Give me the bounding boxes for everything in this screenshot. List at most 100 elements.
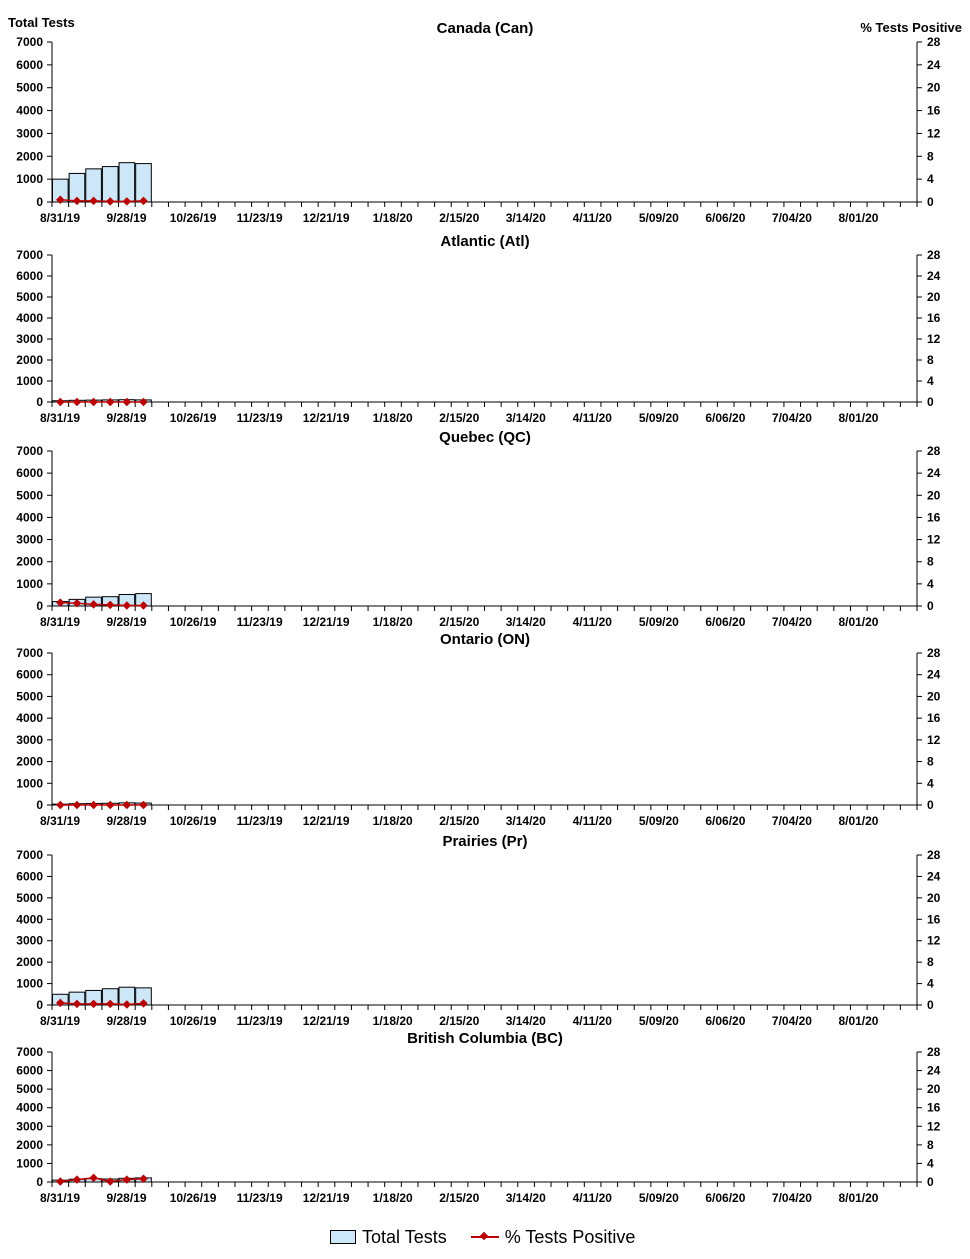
- x-tick-label: 6/06/20: [705, 814, 745, 828]
- x-tick-label: 2/15/20: [439, 1014, 479, 1028]
- x-tick-label: 6/06/20: [705, 1014, 745, 1028]
- x-tick-label: 7/04/20: [772, 1014, 812, 1028]
- chart-title: Quebec (QC): [439, 429, 531, 446]
- y2-tick-label: 12: [927, 934, 941, 948]
- x-tick-label: 3/14/20: [506, 211, 546, 225]
- y2-tick-label: 24: [927, 1064, 941, 1078]
- point-percent-positive: [56, 800, 65, 810]
- point-percent-positive: [72, 196, 82, 206]
- y2-tick-label: 0: [927, 1175, 934, 1189]
- x-tick-label: 11/23/19: [237, 1191, 283, 1205]
- y-tick-label: 1000: [16, 776, 43, 790]
- y2-tick-label: 16: [927, 311, 941, 325]
- x-tick-label: 8/31/19: [40, 814, 80, 828]
- y-tick-label: 4000: [16, 311, 43, 325]
- charts-svg: Canada (Can) Total Tests % Tests Positive 0…: [8, 15, 962, 1205]
- y-tick-label: 5000: [16, 81, 43, 95]
- point-percent-positive: [139, 196, 148, 206]
- y-tick-label: 0: [36, 599, 43, 613]
- point-percent-positive: [89, 196, 98, 206]
- x-tick-label: 3/14/20: [506, 1191, 546, 1205]
- x-tick-label: 1/18/20: [373, 615, 413, 629]
- x-tick-label: 5/09/20: [639, 1191, 679, 1205]
- y-tick-label: 1000: [16, 1156, 43, 1170]
- x-tick-label: 5/09/20: [639, 615, 679, 629]
- x-tick-label: 9/28/19: [107, 1014, 147, 1028]
- legend-item-percent-positive: % Tests Positive: [470, 1227, 635, 1248]
- y2-tick-label: 8: [927, 955, 934, 969]
- point-percent-positive: [139, 800, 148, 810]
- point-percent-positive: [122, 197, 132, 206]
- y-tick-label: 6000: [16, 1064, 43, 1078]
- y2-tick-label: 20: [927, 891, 941, 905]
- x-tick-label: 1/18/20: [373, 1191, 413, 1205]
- y-tick-label: 2000: [16, 755, 43, 769]
- x-tick-label: 3/14/20: [506, 615, 546, 629]
- legend: Total Tests % Tests Positive: [330, 1224, 659, 1250]
- legend-line-marker-icon: [470, 1231, 499, 1243]
- y-tick-label: 7000: [16, 848, 43, 862]
- y2-tick-label: 20: [927, 1082, 941, 1096]
- x-tick-label: 4/11/20: [573, 411, 613, 425]
- x-tick-label: 12/21/19: [303, 615, 350, 629]
- y-tick-label: 6000: [16, 466, 43, 480]
- x-tick-label: 6/06/20: [705, 1191, 745, 1205]
- x-tick-label: 1/18/20: [373, 814, 413, 828]
- x-tick-label: 6/06/20: [705, 615, 745, 629]
- x-tick-label: 8/31/19: [40, 1191, 80, 1205]
- x-tick-label: 6/06/20: [705, 211, 745, 225]
- x-tick-label: 4/11/20: [573, 211, 613, 225]
- y-tick-label: 4000: [16, 104, 43, 118]
- bar-total-tests: [101, 166, 119, 203]
- point-percent-positive: [105, 397, 115, 407]
- y2-tick-label: 24: [927, 869, 941, 883]
- point-percent-positive: [89, 800, 98, 810]
- x-tick-label: 4/11/20: [573, 814, 613, 828]
- y2-tick-label: 12: [927, 733, 941, 747]
- y2-tick-label: 4: [927, 1156, 934, 1170]
- y2-tick-label: 16: [927, 711, 941, 725]
- x-tick-label: 2/15/20: [439, 211, 479, 225]
- y-tick-label: 2000: [16, 149, 43, 163]
- x-tick-label: 3/14/20: [506, 1014, 546, 1028]
- x-tick-label: 8/31/19: [40, 211, 80, 225]
- y2-tick-label: 0: [927, 798, 934, 812]
- y2-tick-label: 4: [927, 977, 934, 991]
- y-tick-label: 7000: [16, 1045, 43, 1059]
- y2-tick-label: 28: [927, 848, 941, 862]
- x-tick-label: 8/31/19: [40, 411, 80, 425]
- point-percent-positive: [56, 195, 65, 204]
- y2-tick-label: 28: [927, 1045, 941, 1059]
- chart-title: Ontario (ON): [440, 631, 530, 648]
- y2-tick-label: 0: [927, 195, 934, 209]
- x-tick-label: 2/15/20: [439, 814, 479, 828]
- x-tick-label: 8/01/20: [838, 814, 878, 828]
- y2-tick-label: 28: [927, 646, 941, 660]
- legend-item-total-tests: Total Tests: [330, 1227, 447, 1248]
- y-tick-label: 3000: [16, 332, 43, 346]
- y-tick-label: 1000: [16, 374, 43, 388]
- y2-tick-label: 4: [927, 374, 934, 388]
- y2-tick-label: 12: [927, 533, 941, 547]
- point-percent-positive: [105, 800, 115, 810]
- x-tick-label: 7/04/20: [772, 814, 812, 828]
- y-tick-label: 5000: [16, 488, 43, 502]
- y-tick-label: 0: [36, 195, 43, 209]
- y-tick-label: 1000: [16, 577, 43, 591]
- y-tick-label: 1000: [16, 977, 43, 991]
- y-axis-title: Total Tests: [8, 15, 75, 30]
- y-tick-label: 3000: [16, 1119, 43, 1133]
- x-tick-label: 2/15/20: [439, 411, 479, 425]
- x-tick-label: 10/26/19: [170, 411, 217, 425]
- y2-tick-label: 20: [927, 81, 941, 95]
- x-tick-label: 1/18/20: [373, 411, 413, 425]
- y-tick-label: 7000: [16, 646, 43, 660]
- legend-label-total-tests: Total Tests: [362, 1226, 447, 1247]
- x-tick-label: 8/01/20: [838, 615, 878, 629]
- y2-tick-label: 28: [927, 35, 941, 49]
- x-tick-label: 2/15/20: [439, 615, 479, 629]
- y-tick-label: 7000: [16, 35, 43, 49]
- x-tick-label: 12/21/19: [303, 211, 350, 225]
- point-percent-positive: [72, 1175, 82, 1184]
- y2-tick-label: 28: [927, 248, 941, 262]
